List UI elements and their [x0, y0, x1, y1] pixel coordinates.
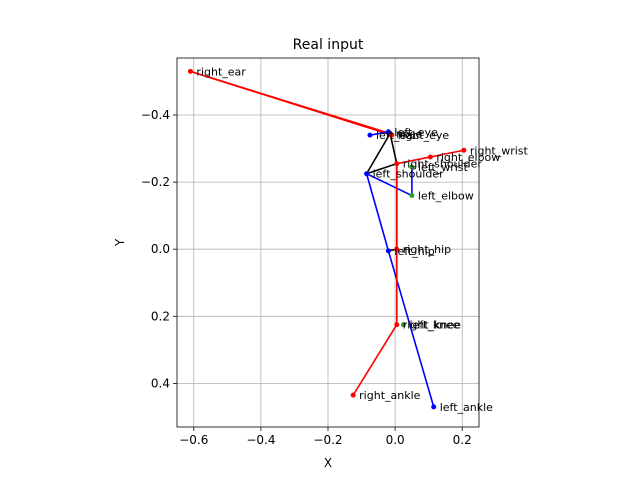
keypoint-label-right_knee: right_knee — [403, 319, 461, 332]
skeleton-connections — [190, 70, 465, 408]
chart-title: Real input — [293, 37, 364, 53]
x-tick-label: −0.6 — [179, 433, 208, 447]
keypoint-label-right_hip: right_hip — [403, 243, 451, 256]
connection-right_shoulder-right_elbow — [396, 156, 431, 165]
y-tick-label: −0.4 — [141, 108, 170, 122]
keypoint-right_wrist — [461, 147, 467, 153]
y-tick-label: 0.2 — [151, 309, 170, 323]
connection-nose-left_shoulder — [365, 133, 391, 175]
y-axis-label: Y — [113, 238, 127, 247]
keypoint-label-right_wrist: right_wrist — [470, 144, 529, 157]
keypoint-right_shoulder — [394, 161, 400, 167]
keypoint-label-left_elbow: left_elbow — [418, 190, 474, 203]
keypoint-left_eye — [385, 129, 391, 135]
x-tick-label: 0.2 — [453, 433, 472, 447]
connection-left_shoulder-left_hip — [365, 173, 390, 252]
y-tick-label: 0.0 — [151, 242, 170, 256]
keypoint-left_knee — [401, 322, 406, 328]
keypoint-label-left_knee: left_knee — [410, 319, 460, 332]
connection-right_knee-right_ankle — [352, 324, 398, 396]
connection-nose-right_shoulder — [389, 133, 398, 164]
keypoint-label-left_shoulder: left_shoulder — [373, 168, 445, 181]
connection-left_hip-left_ankle — [387, 250, 435, 408]
connection-left_ear-left_eye — [369, 131, 389, 136]
x-tick-label: −0.2 — [313, 433, 342, 447]
keypoint-left_ear — [367, 132, 373, 138]
keypoint-right_hip — [394, 246, 400, 252]
keypoint-label-nose: nose — [396, 127, 422, 140]
y-tick-label: −0.2 — [141, 175, 170, 189]
keypoint-label-right_ankle: right_ankle — [359, 389, 420, 402]
connection-right_ear-nose — [190, 70, 391, 135]
keypoint-left_hip — [385, 248, 391, 254]
keypoint-label-left_ankle: left_ankle — [440, 401, 493, 414]
keypoint-label-right_eye: right_eye — [398, 129, 450, 142]
connection-left_shoulder-right_shoulder — [366, 162, 398, 175]
x-tick-label: −0.4 — [246, 433, 275, 447]
connection-right_elbow-right_wrist — [430, 149, 465, 158]
keypoint-label-left_eye: left_eye — [394, 126, 438, 139]
keypoint-label-left_hip: left_hip — [394, 245, 434, 258]
x-axis-label: X — [324, 456, 332, 470]
keypoint-label-right_shoulder: right_shoulder — [403, 158, 483, 171]
keypoint-right_ear — [187, 68, 193, 74]
keypoint-right_elbow — [427, 154, 433, 160]
keypoint-left_elbow — [409, 193, 415, 199]
keypoint-right_eye — [389, 132, 395, 138]
y-tick-label: 0.4 — [151, 376, 170, 390]
keypoint-right_ankle — [350, 392, 356, 398]
axis-ticks: −0.6 −0.4 −0.2 0.0 0.2 −0.4 −0.2 0.0 0.2 0.4 — [141, 108, 472, 447]
connection-left_shoulder-left_elbow — [366, 173, 413, 197]
keypoint-left_ankle — [431, 404, 437, 410]
x-tick-label: 0.0 — [386, 433, 405, 447]
keypoint-right_knee — [394, 322, 400, 328]
keypoint-left_wrist — [409, 164, 415, 170]
keypoint-label-left_ear: left_ear — [376, 129, 418, 142]
keypoints — [187, 68, 467, 410]
keypoint-left_shoulder — [364, 171, 370, 177]
keypoint-label-left_wrist: left_wrist — [418, 161, 469, 174]
keypoint-label-right_elbow: right_elbow — [436, 151, 500, 164]
keypoint-label-right_ear: right_ear — [196, 65, 246, 78]
